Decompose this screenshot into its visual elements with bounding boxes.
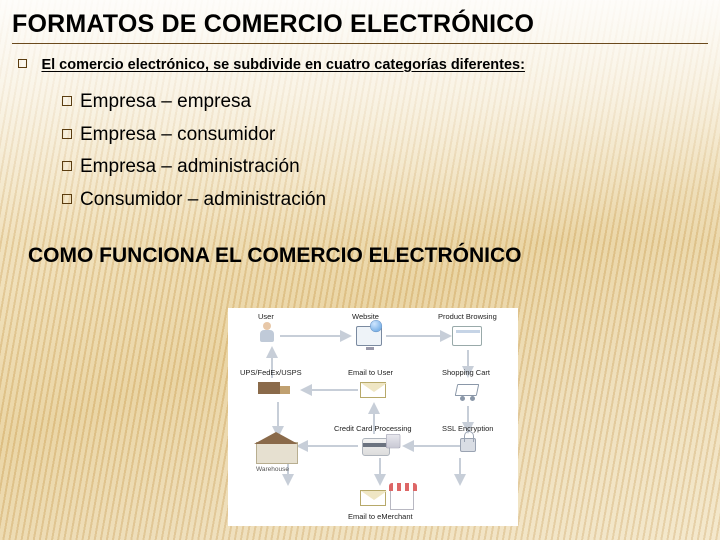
gear-icon [386,434,400,448]
lock-icon [460,438,476,452]
bullet-square-icon [62,161,72,171]
diagram-label: UPS/FedEx/USPS [240,368,302,377]
page-title: FORMATOS DE COMERCIO ELECTRÓNICO [0,0,720,43]
merchant-icon [390,488,414,510]
list-item: Consumidor – administración [62,186,720,215]
user-icon [260,322,274,342]
truck-icon [258,380,292,398]
lead-text: El comercio electrónico, se subdivide en… [41,57,525,73]
ecommerce-flow-diagram: User Website Product Browsing UPS/FedEx/… [228,308,518,526]
id-card-icon [452,326,482,346]
diagram-label: Product Browsing [438,312,497,321]
list-item-label: Consumidor – administración [80,189,326,210]
list-item-label: Empresa – empresa [80,91,251,112]
diagram-label: Credit Card Processing [334,424,412,433]
diagram-label: SSL Encryption [442,424,493,433]
category-list: Empresa – empresa Empresa – consumidor E… [0,80,720,214]
list-item: Empresa – empresa [62,88,720,117]
warehouse-icon [256,432,296,462]
envelope-icon [360,490,386,506]
bullet-square-icon [62,96,72,106]
diagram-label: Email to User [348,368,393,377]
list-item: Empresa – consumidor [62,121,720,150]
globe-icon [370,320,382,332]
list-item-label: Empresa – administración [80,156,300,177]
list-item: Empresa – administración [62,153,720,182]
diagram-label: Email to eMerchant [348,512,413,521]
diagram-label: User [258,312,274,321]
shopping-cart-icon [454,382,482,400]
bullet-square-icon [62,129,72,139]
diagram-label: Warehouse [256,466,289,473]
section-subhead: COMO FUNCIONA EL COMERCIO ELECTRÓNICO [0,218,720,268]
diagram-label: Website [352,312,379,321]
title-rule [12,43,708,44]
lead-line: El comercio electrónico, se subdivide en… [0,54,720,80]
diagram-label: Shopping Cart [442,368,490,377]
bullet-square-icon [18,59,27,68]
bullet-square-icon [62,194,72,204]
list-item-label: Empresa – consumidor [80,124,275,145]
envelope-icon [360,382,386,398]
